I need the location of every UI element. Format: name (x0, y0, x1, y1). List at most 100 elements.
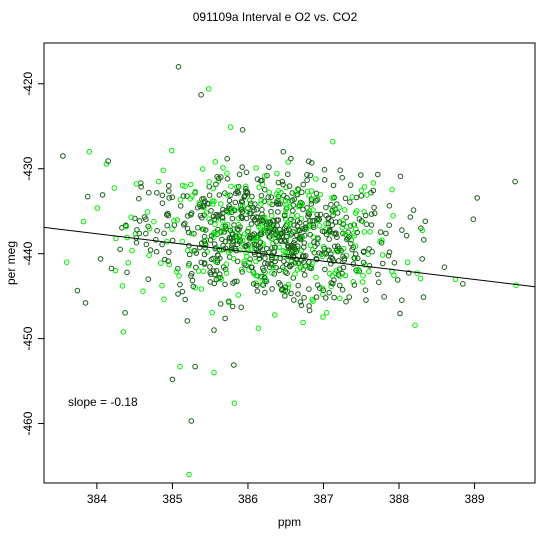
data-point (338, 247, 344, 254)
data-point (206, 183, 212, 190)
data-point (220, 206, 226, 213)
data-point (233, 238, 240, 244)
data-point (288, 216, 294, 223)
data-point (264, 172, 270, 179)
data-point (341, 255, 348, 262)
data-point (368, 222, 375, 228)
data-point (330, 182, 337, 189)
data-point (328, 251, 334, 257)
data-point (377, 229, 384, 235)
data-point (364, 192, 370, 198)
data-point (230, 238, 236, 245)
data-point (232, 190, 239, 196)
data-point (319, 253, 326, 260)
y-tick-label: -460 (21, 411, 35, 435)
data-point (192, 188, 199, 195)
data-point (151, 218, 157, 225)
data-point (136, 218, 143, 224)
data-point (309, 247, 316, 253)
x-axis-label: ppm (278, 515, 301, 529)
data-point (220, 165, 226, 171)
y-tick-label: -440 (21, 241, 35, 265)
data-point (231, 362, 237, 368)
data-point (273, 238, 279, 245)
data-point (323, 309, 330, 316)
data-point (313, 274, 319, 281)
data-point (304, 177, 310, 183)
data-point (303, 220, 309, 227)
data-point (143, 216, 149, 222)
data-point (166, 261, 173, 268)
data-point (352, 243, 359, 249)
data-point (383, 230, 389, 237)
data-point (291, 297, 297, 303)
outlier-point (198, 92, 204, 98)
data-point (209, 309, 215, 316)
data-point (460, 281, 466, 287)
data-point (258, 192, 265, 199)
data-point (292, 246, 298, 253)
data-point (279, 287, 286, 294)
data-point (290, 208, 296, 214)
data-point (311, 249, 318, 256)
data-point (271, 244, 278, 251)
data-point (412, 322, 418, 329)
data-point (349, 194, 356, 200)
data-point (321, 177, 328, 183)
data-point (237, 247, 243, 253)
data-point (261, 274, 268, 281)
data-point (223, 270, 230, 276)
data-point (282, 293, 288, 299)
data-point (261, 186, 268, 193)
data-point (340, 230, 346, 237)
data-point (273, 200, 280, 206)
data-point (218, 229, 224, 236)
data-point (261, 267, 267, 274)
data-point (229, 241, 235, 247)
data-point (352, 251, 359, 257)
data-point (322, 266, 328, 273)
data-point (227, 192, 233, 199)
data-point (262, 255, 268, 262)
data-point (269, 286, 275, 292)
data-point (342, 272, 349, 279)
data-point (266, 189, 273, 196)
data-point (273, 264, 279, 271)
data-point (226, 197, 233, 204)
data-point (355, 266, 362, 273)
data-point (282, 216, 289, 222)
data-point (224, 156, 230, 162)
data-point (222, 315, 228, 322)
data-point (254, 220, 261, 226)
data-point (253, 282, 260, 289)
regression-line (43, 226, 536, 288)
data-point (179, 288, 186, 295)
data-point (268, 208, 274, 215)
data-point (367, 229, 373, 235)
data-point (301, 294, 307, 301)
data-point (275, 209, 281, 215)
data-point (328, 201, 334, 208)
data-point (236, 171, 243, 178)
data-point (277, 226, 283, 233)
data-point (232, 199, 239, 206)
data-point (203, 210, 210, 216)
data-point (196, 200, 202, 206)
data-point (286, 226, 292, 233)
data-point (273, 191, 280, 197)
data-point (289, 190, 296, 196)
data-point (180, 222, 187, 228)
data-point (224, 170, 230, 177)
data-point (362, 212, 369, 219)
data-point (294, 246, 301, 252)
data-point (217, 274, 223, 281)
data-point (251, 217, 258, 223)
data-point (368, 211, 375, 217)
data-point (97, 256, 104, 262)
data-point (360, 259, 367, 266)
data-point (351, 282, 358, 288)
data-point (206, 192, 213, 198)
data-point (159, 200, 166, 206)
data-point (218, 276, 225, 282)
